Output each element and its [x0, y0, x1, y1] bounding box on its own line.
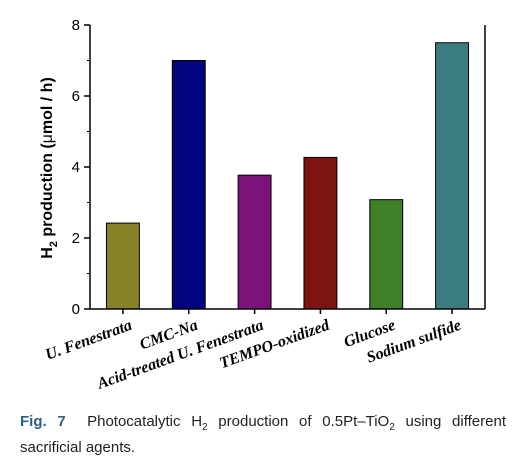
bar-5	[435, 42, 470, 310]
caption-text-2: production of 0.5Pt–TiO	[207, 413, 390, 430]
figure-caption: Fig. 7 Photocatalytic H2 production of 0…	[20, 412, 506, 458]
caption-text-1: Photocatalytic H	[87, 413, 203, 430]
y-tick-label-1: 2	[72, 230, 80, 247]
y-ticks-group: 0 2 4 6 8	[72, 17, 90, 318]
x-tick-label-0: U. Fenestrata	[43, 317, 134, 364]
y-tick-label-2: 4	[72, 159, 80, 176]
caption-sub-1: 2	[202, 422, 208, 433]
y-tick-label-0: 0	[72, 301, 80, 318]
bar-1	[171, 60, 206, 310]
bar-3	[303, 156, 338, 310]
y-tick-label-4: 8	[72, 17, 80, 34]
bar-2	[237, 174, 272, 310]
bar-0	[105, 222, 140, 310]
caption-text-3: using different sacrificial agents.	[20, 413, 506, 456]
y-tick-label-3: 6	[72, 88, 80, 105]
axes-group	[89, 25, 486, 310]
y-axis-label: H2 production (μmol / h)	[39, 77, 60, 259]
caption-sub-2: 2	[389, 422, 395, 433]
figure-label: Fig. 7	[20, 413, 66, 430]
bar-4	[369, 199, 404, 310]
bars-group	[105, 42, 470, 310]
x-tick-label-3: TEMPO-oxidized	[217, 316, 332, 372]
